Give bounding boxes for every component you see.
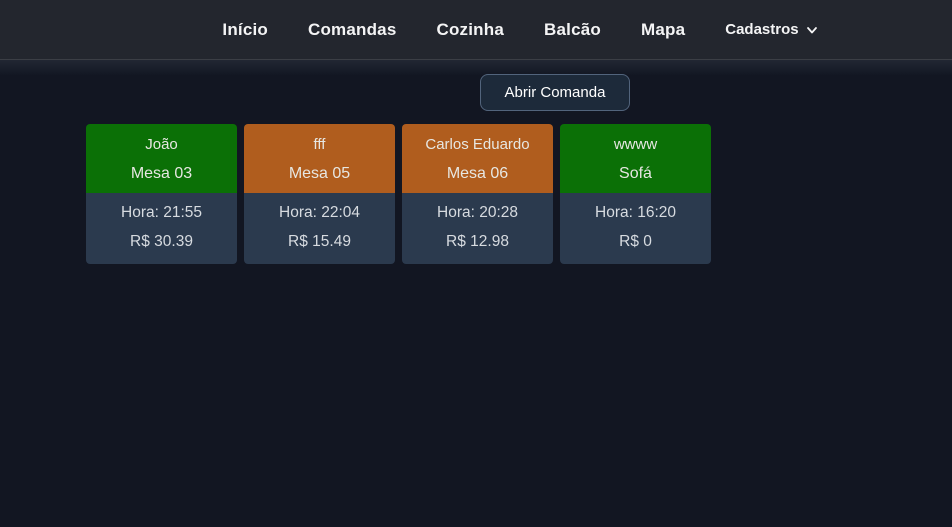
comanda-card-header: fff Mesa 05: [244, 124, 395, 193]
comanda-open-time: Hora: 22:04: [279, 204, 360, 221]
nav-item-comandas[interactable]: Comandas: [307, 19, 397, 39]
chevron-down-icon: [806, 24, 818, 36]
nav-item-inicio[interactable]: Início: [222, 19, 268, 39]
top-navbar: Início Comandas Cozinha Balcão Mapa Cada…: [0, 0, 952, 60]
comanda-open-time: Hora: 20:28: [437, 204, 518, 221]
comanda-card[interactable]: wwww Sofá Hora: 16:20 R$ 0: [560, 124, 711, 264]
comanda-table-label: Mesa 05: [288, 165, 351, 182]
comanda-customer-name: wwww: [613, 136, 658, 153]
comanda-card-body: Hora: 20:28 R$ 12.98: [402, 193, 553, 264]
comanda-card-header: Carlos Eduardo Mesa 06: [402, 124, 553, 193]
nav-dropdown-cadastros[interactable]: Cadastros: [725, 21, 817, 38]
comanda-customer-name: Carlos Eduardo: [425, 136, 530, 153]
comanda-total: R$ 0: [619, 233, 652, 250]
comanda-card-body: Hora: 22:04 R$ 15.49: [244, 193, 395, 264]
main-content: Abrir Comanda João Mesa 03 Hora: 21:55 R…: [0, 60, 952, 264]
toolbar-row: Abrir Comanda: [0, 74, 952, 111]
comanda-card[interactable]: fff Mesa 05 Hora: 22:04 R$ 15.49: [244, 124, 395, 264]
comanda-card-header: wwww Sofá: [560, 124, 711, 193]
comanda-customer-name: fff: [313, 136, 326, 153]
nav-dropdown-label: Cadastros: [725, 21, 799, 38]
comanda-open-time: Hora: 21:55: [121, 204, 202, 221]
nav-item-balcao[interactable]: Balcão: [544, 19, 601, 39]
comanda-card-body: Hora: 21:55 R$ 30.39: [86, 193, 237, 264]
comanda-card[interactable]: Carlos Eduardo Mesa 06 Hora: 20:28 R$ 12…: [402, 124, 553, 264]
comanda-grid: João Mesa 03 Hora: 21:55 R$ 30.39 fff Me…: [86, 124, 952, 264]
comanda-card-header: João Mesa 03: [86, 124, 237, 193]
open-comanda-button[interactable]: Abrir Comanda: [479, 74, 631, 111]
nav-item-cozinha[interactable]: Cozinha: [436, 19, 505, 39]
comanda-total: R$ 15.49: [288, 233, 351, 250]
comanda-table-label: Sofá: [619, 165, 652, 182]
main-nav: Início Comandas Cozinha Balcão Mapa Cada…: [222, 20, 817, 40]
comanda-total: R$ 30.39: [130, 233, 193, 250]
comanda-table-label: Mesa 06: [446, 165, 509, 182]
comanda-card[interactable]: João Mesa 03 Hora: 21:55 R$ 30.39: [86, 124, 237, 264]
nav-item-mapa[interactable]: Mapa: [640, 19, 686, 39]
comanda-customer-name: João: [145, 136, 178, 153]
comanda-table-label: Mesa 03: [130, 165, 193, 182]
comanda-open-time: Hora: 16:20: [595, 204, 676, 221]
comanda-card-body: Hora: 16:20 R$ 0: [560, 193, 711, 264]
comanda-total: R$ 12.98: [446, 233, 509, 250]
nav-shadow: [0, 60, 952, 76]
